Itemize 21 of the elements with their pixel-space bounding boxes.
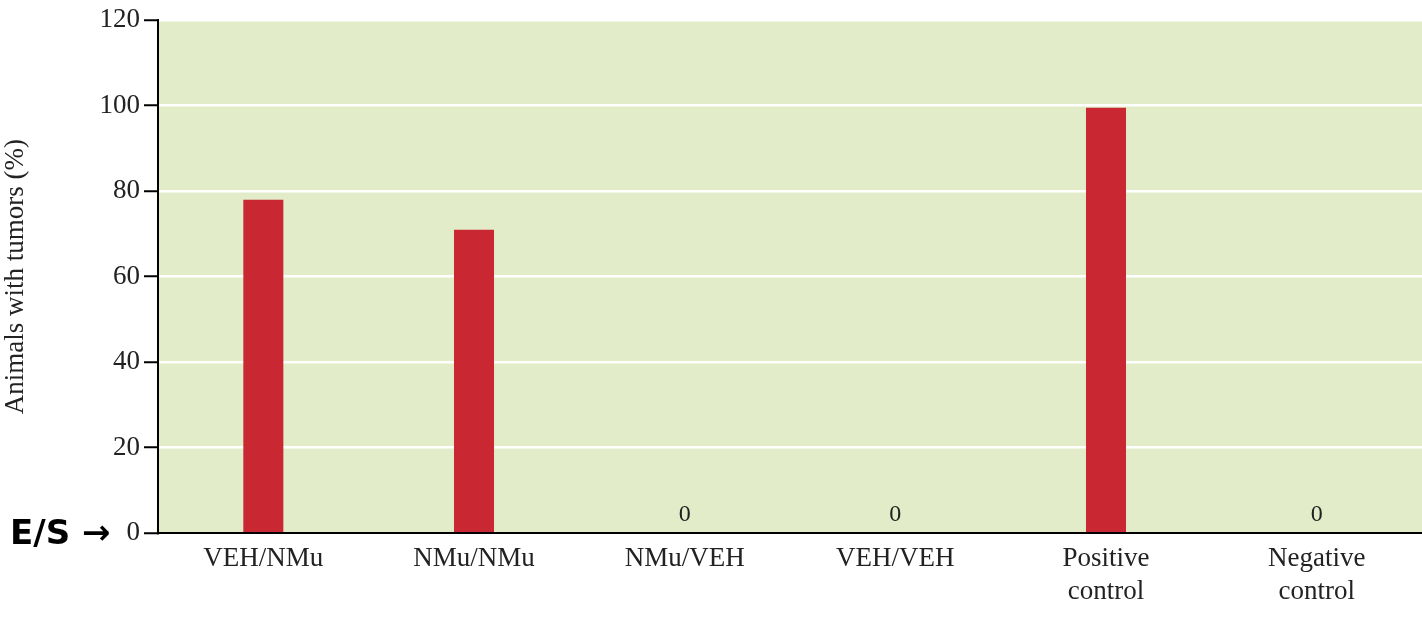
y-tick-label: 40 xyxy=(113,345,140,376)
data-label: 0 xyxy=(1310,500,1323,527)
y-tick-label: 100 xyxy=(99,88,140,119)
data-label: 0 xyxy=(889,500,902,527)
x-tick-label: NMu/NMu xyxy=(413,542,536,573)
y-tick-label: 120 xyxy=(99,3,140,34)
bar xyxy=(1085,107,1127,532)
data-label: 0 xyxy=(678,500,691,527)
y-axis-title: Animals with tumors (%) xyxy=(0,139,30,415)
bar xyxy=(453,229,495,532)
bar xyxy=(243,199,284,532)
x-tick-label: Negative control xyxy=(1267,542,1366,605)
x-tick-label: VEH/NMu xyxy=(203,542,324,573)
y-tick-label: 80 xyxy=(113,174,140,205)
y-tick-label: 20 xyxy=(113,430,140,461)
y-tick-label: 0 xyxy=(126,516,140,547)
y-tick-label: 60 xyxy=(113,259,140,290)
x-tick-label: NMu/VEH xyxy=(624,542,745,573)
x-tick-label: Positive control xyxy=(1062,542,1150,605)
x-tick-label: VEH/VEH xyxy=(836,542,955,573)
text: E/S → xyxy=(10,512,111,552)
